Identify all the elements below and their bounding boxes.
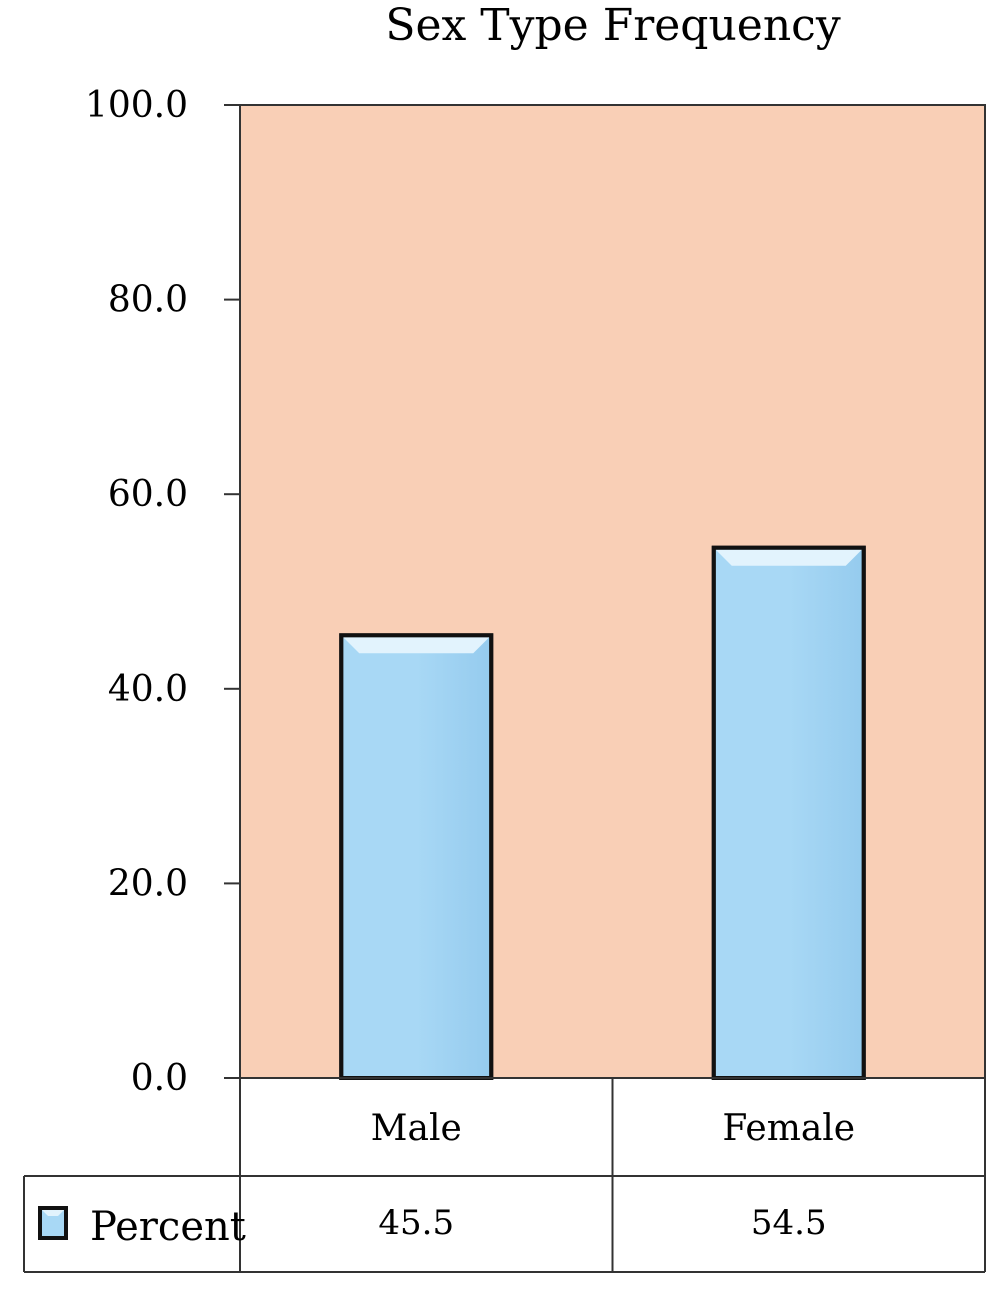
bar-body xyxy=(711,545,866,1080)
data-table-value: 45.5 xyxy=(378,1203,454,1243)
y-tick-label: 100.0 xyxy=(85,85,188,126)
bar-body xyxy=(339,633,494,1080)
y-tick-label: 20.0 xyxy=(108,863,188,904)
legend-swatch-box xyxy=(38,1206,68,1240)
bar-bevel xyxy=(343,637,490,654)
legend-swatch xyxy=(38,1206,68,1240)
y-tick-label: 60.0 xyxy=(108,474,188,515)
data-table-value: 54.5 xyxy=(751,1203,827,1243)
bar-female xyxy=(711,545,866,1080)
y-tick-label: 40.0 xyxy=(108,669,188,710)
y-axis: 0.0 20.0 40.0 60.0 80.0 100.0 xyxy=(85,85,241,1099)
bar-bevel xyxy=(715,549,862,566)
x-category-label: Male xyxy=(371,1108,462,1149)
legend-series-name: Percent xyxy=(90,1204,246,1250)
x-category-label: Female xyxy=(722,1108,855,1149)
bar-male xyxy=(339,633,494,1080)
y-tick-label: 0.0 xyxy=(131,1058,188,1099)
chart-title: Sex Type Frequency xyxy=(385,0,841,51)
legend-swatch-bevel xyxy=(42,1210,64,1216)
data-table: Male 45.5 Female 54.5 Percent xyxy=(23,1077,986,1273)
y-tick-label: 80.0 xyxy=(108,280,188,321)
